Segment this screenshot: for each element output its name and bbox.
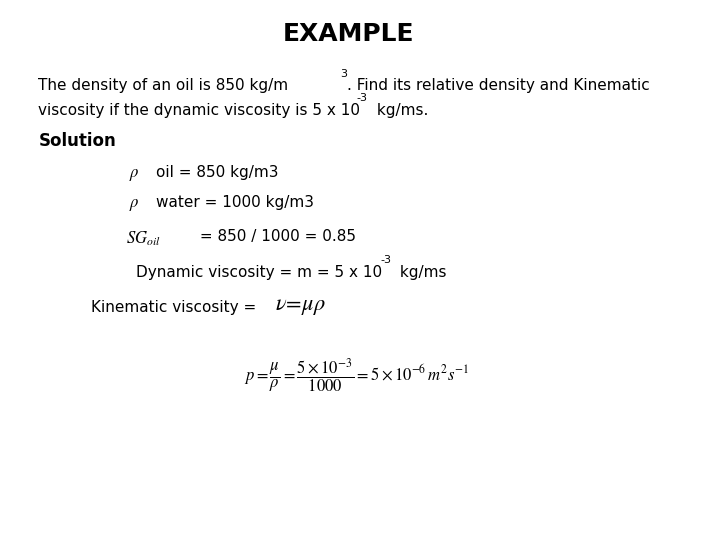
Text: EXAMPLE: EXAMPLE [283, 22, 415, 45]
Text: $\rho$: $\rho$ [129, 195, 140, 213]
Text: Solution: Solution [38, 132, 116, 150]
Text: Dynamic viscosity = m = 5 x 10: Dynamic viscosity = m = 5 x 10 [136, 265, 382, 280]
Text: The density of an oil is 850 kg/m: The density of an oil is 850 kg/m [38, 78, 289, 93]
Text: . Find its relative density and Kinematic: . Find its relative density and Kinemati… [347, 78, 650, 93]
Text: $SG_{oil}$: $SG_{oil}$ [125, 230, 160, 248]
Text: kg/ms.: kg/ms. [372, 103, 429, 118]
Text: $p = \dfrac{\mu}{\rho} = \dfrac{5\times10^{-3}}{1000} = 5\times10^{-6}\,m^{2}s^{: $p = \dfrac{\mu}{\rho} = \dfrac{5\times1… [244, 356, 469, 395]
Text: viscosity if the dynamic viscosity is 5 x 10: viscosity if the dynamic viscosity is 5 … [38, 103, 360, 118]
Text: Kinematic viscosity =: Kinematic viscosity = [91, 300, 261, 315]
Text: water = 1000 kg/m3: water = 1000 kg/m3 [156, 195, 313, 211]
Text: kg/ms: kg/ms [395, 265, 447, 280]
Text: $\rho$: $\rho$ [129, 165, 140, 183]
Text: -3: -3 [380, 255, 391, 265]
Text: = 850 / 1000 = 0.85: = 850 / 1000 = 0.85 [195, 230, 356, 245]
Text: $\nu\!=\!\mu\rho$: $\nu\!=\!\mu\rho$ [276, 297, 326, 317]
Text: oil = 850 kg/m3: oil = 850 kg/m3 [156, 165, 278, 180]
Text: 3: 3 [341, 69, 347, 79]
Text: -3: -3 [356, 93, 367, 103]
